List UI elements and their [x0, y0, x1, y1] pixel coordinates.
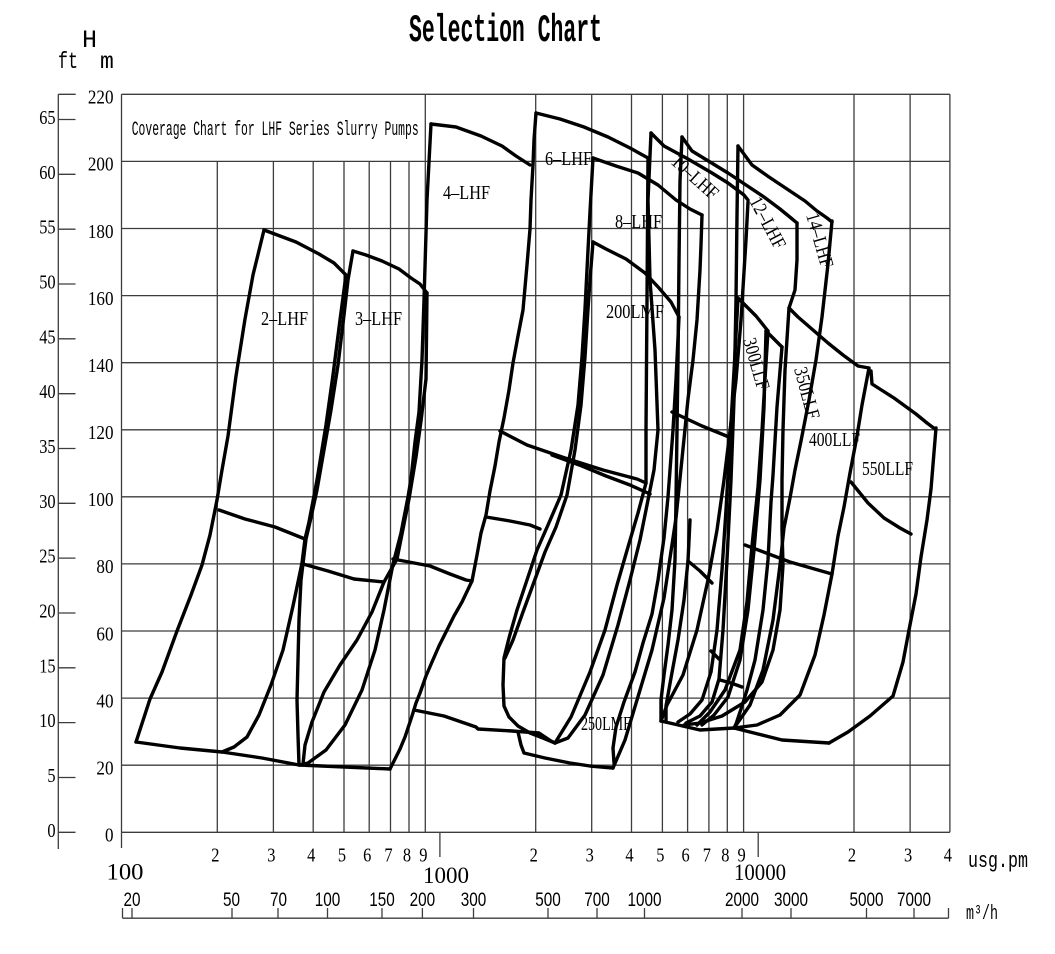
svg-text:300: 300	[461, 890, 487, 911]
svg-text:40: 40	[39, 382, 55, 403]
svg-text:1000: 1000	[423, 863, 469, 888]
svg-text:70: 70	[270, 890, 287, 911]
svg-text:55: 55	[39, 218, 55, 239]
svg-text:9: 9	[419, 846, 427, 867]
svg-text:200: 200	[410, 890, 436, 911]
svg-text:8: 8	[721, 846, 729, 867]
svg-text:6: 6	[682, 846, 690, 867]
svg-text:5: 5	[338, 846, 346, 867]
svg-text:m: m	[100, 49, 114, 75]
svg-text:2000: 2000	[725, 890, 759, 911]
svg-text:2: 2	[848, 846, 856, 867]
svg-text:180: 180	[88, 222, 114, 243]
svg-text:550LLF: 550LLF	[862, 459, 913, 480]
svg-text:15: 15	[39, 656, 55, 677]
svg-text:35: 35	[39, 437, 55, 458]
svg-text:3: 3	[586, 846, 594, 867]
svg-text:160: 160	[88, 289, 114, 310]
svg-text:2: 2	[211, 846, 219, 867]
svg-text:8–LHF: 8–LHF	[615, 212, 662, 233]
svg-text:3–LHF: 3–LHF	[355, 309, 402, 330]
svg-text:H: H	[82, 26, 97, 55]
svg-text:Selection Chart: Selection Chart	[409, 9, 602, 53]
svg-text:30: 30	[39, 492, 55, 513]
svg-text:500: 500	[535, 890, 561, 911]
svg-text:4–LHF: 4–LHF	[443, 183, 490, 204]
svg-text:2: 2	[530, 846, 538, 867]
svg-text:10: 10	[39, 711, 55, 732]
svg-text:100: 100	[315, 890, 341, 911]
svg-text:20: 20	[39, 602, 55, 623]
svg-text:4: 4	[944, 846, 952, 867]
svg-text:1000: 1000	[628, 890, 662, 911]
svg-text:200LMF: 200LMF	[606, 302, 664, 323]
svg-text:9: 9	[738, 846, 746, 867]
svg-text:250LMF: 250LMF	[581, 714, 631, 735]
svg-text:40: 40	[96, 691, 113, 712]
svg-text:50: 50	[39, 273, 55, 294]
svg-text:3: 3	[267, 846, 275, 867]
svg-text:ft: ft	[58, 49, 78, 75]
svg-text:m³/h: m³/h	[966, 903, 998, 926]
svg-text:200: 200	[88, 155, 114, 176]
svg-text:2–LHF: 2–LHF	[261, 309, 308, 330]
svg-text:4: 4	[625, 846, 633, 867]
svg-text:65: 65	[39, 108, 55, 129]
svg-text:6–LHF: 6–LHF	[545, 149, 592, 170]
svg-text:Coverage Chart for LHF Series: Coverage Chart for LHF Series Slurry Pum…	[132, 119, 419, 142]
svg-text:7: 7	[703, 846, 711, 867]
svg-text:5000: 5000	[850, 890, 884, 911]
svg-text:3: 3	[904, 846, 912, 867]
svg-text:4: 4	[307, 846, 315, 867]
svg-text:5: 5	[47, 766, 55, 787]
svg-text:25: 25	[39, 547, 55, 568]
svg-text:100: 100	[107, 860, 144, 885]
svg-text:10000: 10000	[734, 860, 786, 885]
svg-text:400LLF: 400LLF	[809, 430, 860, 451]
svg-text:700: 700	[584, 890, 610, 911]
svg-text:220: 220	[88, 88, 114, 109]
svg-text:140: 140	[88, 356, 114, 377]
svg-text:5: 5	[656, 846, 664, 867]
svg-text:6: 6	[363, 846, 371, 867]
svg-text:20: 20	[96, 759, 113, 780]
svg-text:7: 7	[384, 846, 392, 867]
svg-text:80: 80	[96, 557, 113, 578]
svg-text:50: 50	[223, 890, 240, 911]
svg-text:3000: 3000	[774, 890, 808, 911]
svg-text:usg.pm: usg.pm	[968, 849, 1028, 874]
svg-text:45: 45	[39, 327, 55, 348]
svg-text:120: 120	[88, 423, 114, 444]
svg-text:20: 20	[124, 890, 141, 911]
svg-text:60: 60	[96, 624, 113, 645]
svg-text:8: 8	[403, 846, 411, 867]
svg-text:0: 0	[105, 826, 114, 847]
svg-text:100: 100	[88, 490, 114, 511]
svg-text:150: 150	[369, 890, 395, 911]
svg-text:0: 0	[47, 821, 55, 842]
svg-text:7000: 7000	[897, 890, 931, 911]
svg-text:60: 60	[39, 163, 55, 184]
